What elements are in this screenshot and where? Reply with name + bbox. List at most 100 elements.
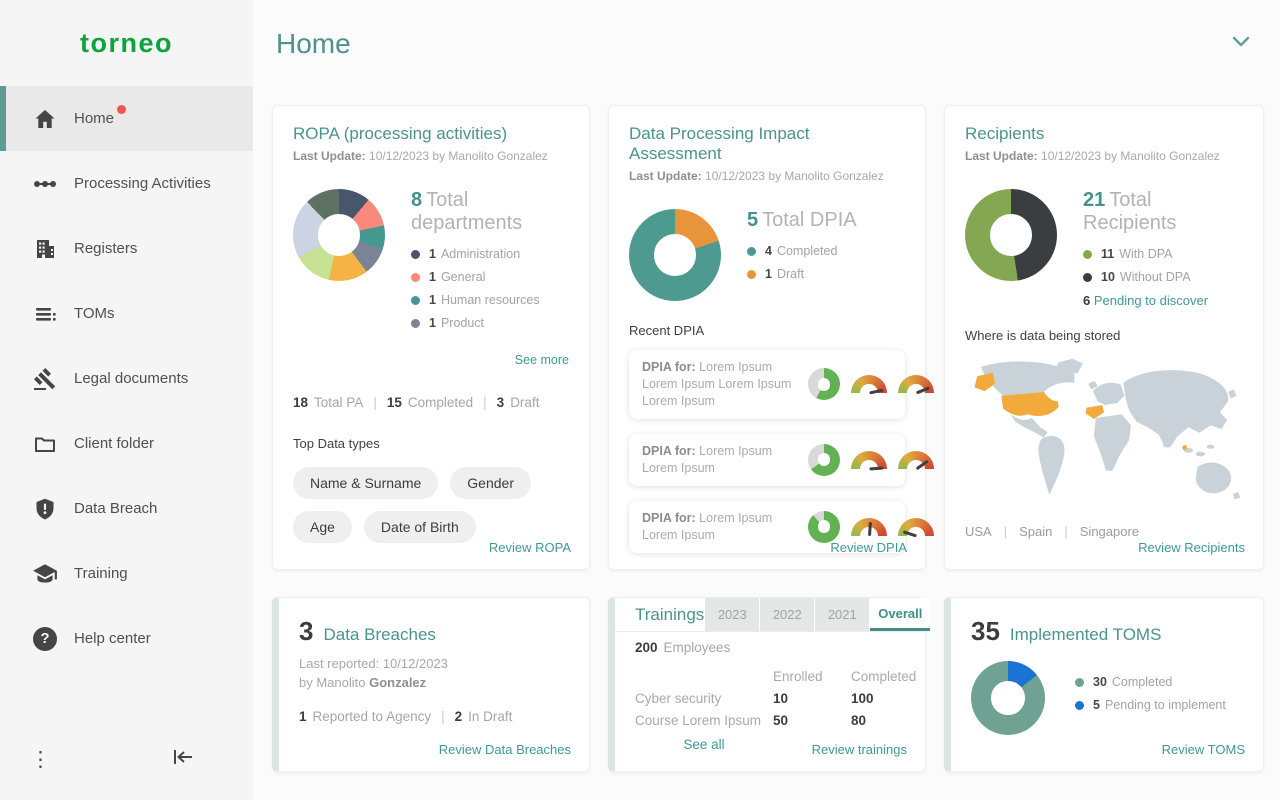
dpia-card-title: Data Processing Impact Assessment — [629, 124, 810, 163]
ropa-chart-row: 8 Total departments 1 Administration 1 Gene… — [293, 189, 569, 339]
legend-dot — [411, 318, 420, 328]
dpia-totals: 5 Total DPIA 4 Completed 1 Draft — [747, 209, 857, 290]
sidebar-item-data-breach[interactable]: Data Breach — [0, 476, 253, 541]
review-dpia-link[interactable]: Review DPIA — [830, 540, 907, 555]
review-recipients-link[interactable]: Review Recipients — [1138, 540, 1245, 555]
sidebar-item-label: Registers — [74, 240, 138, 257]
total-recipients: 21 Total Recipients — [1083, 189, 1177, 234]
sidebar: torneo Home Processing Activities Regist… — [0, 0, 253, 800]
dpia-item-text: DPIA for: Lorem Ipsum Lorem Ipsum Lorem … — [642, 360, 792, 408]
collapse-sidebar-icon[interactable] — [169, 746, 195, 773]
see-more-link[interactable]: See more — [514, 353, 569, 367]
review-trainings-link[interactable]: Review trainings — [811, 742, 907, 757]
toms-count: 35 — [971, 616, 1000, 646]
data-breaches-header: 3 Data Breaches — [299, 616, 569, 647]
dpia-item-text: DPIA for: Lorem Ipsum Lorem Ipsum — [642, 510, 773, 542]
tab-2021[interactable]: 2021 — [815, 598, 870, 631]
sidebar-item-label: Data Breach — [74, 500, 158, 517]
world-map — [965, 355, 1243, 510]
data-breaches-title: Data Breaches — [323, 625, 436, 644]
recent-dpia-list: DPIA for: Lorem Ipsum Lorem Ipsum Lorem … — [629, 350, 934, 553]
data-breach-icon — [32, 496, 58, 522]
sidebar-item-legal-documents[interactable]: Legal documents — [0, 346, 253, 411]
recent-dpia-label: Recent DPIA — [629, 323, 705, 338]
legend-dot — [1075, 677, 1084, 687]
page-title: Home — [276, 28, 351, 59]
recipients-legend: 11 With DPA 10 Without DPA — [1083, 247, 1243, 284]
legend-item: 4 Completed — [747, 244, 857, 258]
review-toms-link[interactable]: Review TOMS — [1161, 742, 1245, 757]
data-type-chip: Gender — [450, 467, 531, 499]
data-breaches-card: 3 Data Breaches Last reported: 10/12/202… — [272, 597, 590, 772]
sidebar-item-toms[interactable]: TOMs — [0, 281, 253, 346]
legend-item: 5 Pending to implement — [1075, 698, 1226, 712]
data-type-chip: Name & Surname — [293, 467, 439, 499]
ropa-stats: 18 Total PA | 15 Completed | 3 Draft — [293, 395, 540, 410]
ropa-last-update: Last Update: 10/12/2023 by Manolito Gonz… — [293, 149, 548, 163]
toms-donut-chart — [971, 661, 1045, 735]
ropa-card-title: ROPA (processing activities) — [293, 124, 508, 143]
tab-2022[interactable]: 2022 — [760, 598, 815, 631]
tab-2023[interactable]: 2023 — [705, 598, 760, 631]
legend-dot — [411, 272, 420, 282]
trainings-card: Trainings 2023 2022 2021 Overall 200 Empl… — [608, 597, 931, 772]
sidebar-item-registers[interactable]: Registers — [0, 216, 253, 281]
sidebar-item-training[interactable]: Training — [0, 541, 253, 606]
dpia-list-item[interactable]: DPIA for: Lorem Ipsum Lorem Ipsum — [629, 433, 934, 486]
pending-to-discover-link[interactable]: Pending to discover — [1093, 293, 1209, 308]
dpia-item-charts — [808, 510, 934, 543]
course-enrolled: 10 — [773, 691, 789, 706]
main-content: Home ROPA (processing activities) Last U… — [253, 0, 1280, 800]
recipients-card: Recipients Last Update: 10/12/2023 by Ma… — [944, 105, 1264, 570]
training-icon — [32, 561, 58, 587]
tab-overall[interactable]: Overall — [870, 598, 931, 631]
course-name: Cyber security — [635, 691, 722, 706]
dpia-list-item[interactable]: DPIA for: Lorem Ipsum Lorem Ipsum — [629, 500, 934, 553]
recipients-donut-chart — [965, 189, 1057, 281]
dpia-list-item[interactable]: DPIA for: Lorem Ipsum Lorem Ipsum Lorem … — [629, 350, 934, 419]
chevron-down-icon[interactable] — [1232, 35, 1250, 53]
toms-card: 35 Implemented TOMS 30 Completed 5 Pending… — [944, 597, 1264, 772]
risk-gauge-icon — [898, 375, 934, 395]
dpia-item-charts — [808, 368, 934, 401]
see-all-link[interactable]: See all — [683, 737, 725, 752]
sidebar-item-help-center[interactable]: ? Help center — [0, 606, 253, 671]
legend-item: 10 Without DPA — [1083, 270, 1243, 284]
legend-item: 1 Draft — [747, 267, 857, 281]
review-ropa-link[interactable]: Review ROPA — [488, 540, 571, 555]
toms-legend: 30 Completed 5 Pending to implement — [1075, 675, 1226, 721]
course-name: Course Lorem Ipsum — [635, 713, 762, 728]
notification-dot — [117, 105, 127, 114]
more-options-icon[interactable]: ⋮ — [30, 747, 51, 771]
dpia-donut-chart — [629, 209, 721, 301]
logo-text: torneo — [80, 27, 173, 58]
toms-title: Implemented TOMS — [1009, 625, 1162, 644]
trainings-header: Trainings 2023 2022 2021 Overall — [615, 598, 931, 632]
dpia-item-charts — [808, 443, 934, 476]
sidebar-item-processing-activities[interactable]: Processing Activities — [0, 151, 253, 216]
legend-dot — [1075, 700, 1084, 710]
trainings-title: Trainings — [635, 604, 705, 624]
map-label: Where is data being stored — [965, 328, 1121, 343]
course-enrolled: 50 — [773, 713, 789, 728]
top-data-types-label: Top Data types — [293, 436, 380, 451]
progress-donut-chart — [808, 443, 840, 476]
risk-gauge-icon — [898, 517, 934, 538]
review-data-breaches-link[interactable]: Review Data Breaches — [438, 742, 571, 757]
recipients-card-title: Recipients — [965, 124, 1045, 143]
page-header: Home — [272, 0, 1264, 88]
sidebar-nav: Home Processing Activities Registers TOM… — [0, 86, 253, 671]
legend-dot — [747, 246, 756, 256]
sidebar-item-home[interactable]: Home — [0, 86, 253, 151]
sidebar-item-label: Legal documents — [74, 370, 189, 387]
recipients-totals: 21 Total Recipients 11 With DPA 10 Without … — [1083, 189, 1243, 308]
total-departments: 8 Total departments — [411, 189, 523, 234]
dpia-legend: 4 Completed 1 Draft — [747, 244, 857, 281]
risk-gauge-icon — [851, 450, 887, 471]
sidebar-item-client-folder[interactable]: Client folder — [0, 411, 253, 476]
trainings-body: 200 Employees Enrolled Completed Cyber se… — [615, 632, 925, 762]
legend-dot — [411, 295, 420, 305]
recipients-chart-row: 21 Total Recipients 11 With DPA 10 Without … — [965, 189, 1243, 308]
client-folder-icon — [32, 431, 58, 457]
ropa-totals: 8 Total departments 1 Administration 1 Gene… — [411, 189, 569, 339]
